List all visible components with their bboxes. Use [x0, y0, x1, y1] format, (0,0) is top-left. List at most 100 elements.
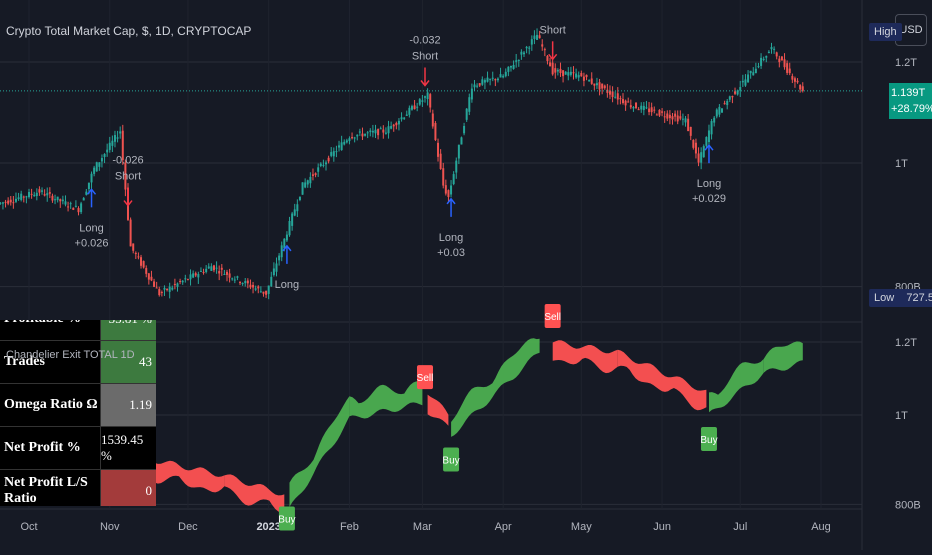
candle-body	[726, 100, 729, 106]
candle-body	[150, 276, 153, 281]
candle-body	[734, 91, 737, 94]
candle-body	[595, 83, 598, 86]
candle-body	[343, 141, 346, 145]
long-signal: Long +0.029	[692, 143, 726, 205]
candle-body	[556, 69, 559, 72]
candle-body	[377, 129, 380, 136]
candle-body	[267, 285, 270, 294]
candle-body	[431, 113, 434, 127]
candle-body	[504, 71, 507, 77]
candle-body	[559, 68, 562, 74]
candle-body	[694, 142, 697, 154]
candle-body	[309, 176, 312, 184]
candle-body	[228, 273, 231, 278]
candle-body	[783, 59, 786, 68]
candle-body	[379, 128, 382, 130]
candle-body	[51, 195, 54, 201]
candle-body	[614, 96, 617, 98]
candle-body	[674, 113, 677, 117]
candle-body	[241, 282, 244, 284]
candle-body	[627, 101, 630, 103]
candle-body	[74, 205, 77, 207]
candle-body	[262, 291, 265, 294]
candle-body	[87, 182, 90, 190]
candle-body	[132, 243, 135, 251]
candles-group	[0, 28, 804, 300]
candle-body	[257, 286, 260, 289]
candle-body	[585, 74, 588, 78]
candle-body	[728, 96, 731, 100]
candle-body	[298, 196, 301, 201]
candle-body	[111, 140, 114, 146]
candle-body	[707, 130, 710, 143]
buy-label-box	[443, 447, 460, 472]
stats-row-ls-ratio: Net Profit L/S Ratio 0	[0, 470, 156, 506]
candle-body	[249, 284, 252, 288]
buy-label: Buy	[278, 506, 296, 531]
stats-label: Profitable %	[0, 320, 101, 341]
long-change-label: +0.029	[692, 193, 726, 205]
short-label: Short	[540, 24, 566, 36]
candle-body	[226, 271, 228, 275]
candle-body	[291, 213, 294, 226]
candle-body	[525, 46, 528, 49]
candle-body	[671, 116, 674, 120]
candle-body	[541, 44, 544, 47]
candle-body	[622, 99, 624, 104]
candle-body	[25, 196, 28, 198]
x-tick-label: 2023	[256, 521, 280, 533]
stats-row-omega: Omega Ratio Ω 1.19	[0, 384, 156, 427]
candle-body	[113, 135, 116, 142]
last-price-badge: 1.139T +28.79%	[889, 83, 932, 119]
buy-label-text: Buy	[442, 456, 459, 467]
candle-body	[426, 92, 429, 100]
candle-body	[447, 190, 450, 198]
candle-body	[747, 74, 750, 83]
sell-label-box	[544, 304, 561, 328]
candle-body	[515, 60, 518, 62]
candle-body	[530, 39, 533, 45]
candle-body	[176, 283, 179, 287]
candle-body	[330, 152, 333, 156]
stats-label: Trades	[0, 341, 101, 384]
candle-body	[637, 109, 640, 111]
candle-body	[679, 116, 682, 119]
candle-body	[523, 52, 525, 55]
candle-body	[507, 66, 510, 72]
x-tick-label: Aug	[811, 521, 831, 533]
candle-body	[199, 270, 202, 272]
candle-body	[233, 279, 236, 281]
candle-body	[473, 84, 476, 88]
candle-body	[340, 142, 343, 151]
candle-body	[116, 137, 119, 139]
candle-body	[158, 289, 161, 296]
candle-body	[455, 160, 458, 173]
buy-label-text: Buy	[278, 514, 295, 525]
candle-body	[562, 70, 565, 77]
candle-body	[408, 107, 411, 115]
candle-body	[470, 88, 473, 100]
candle-body	[134, 252, 137, 255]
long-change-label: +0.03	[437, 247, 465, 259]
candle-body	[608, 90, 611, 95]
candle-body	[259, 291, 262, 293]
stats-row-profitable: Profitable % 35.81 %	[0, 320, 156, 341]
candle-body	[554, 68, 557, 73]
candle-body	[444, 185, 447, 194]
sell-label-box	[417, 365, 433, 390]
candle-body	[223, 274, 226, 276]
candle-body	[767, 51, 770, 54]
candle-body	[366, 132, 369, 134]
candle-body	[319, 163, 322, 166]
candle-body	[663, 116, 666, 118]
buy-label-text: Buy	[700, 435, 717, 446]
candle-body	[296, 204, 299, 212]
short-signal: Short -0.026	[112, 155, 144, 207]
band-short-segment	[427, 394, 449, 426]
candle-body	[590, 78, 593, 84]
indicator-title: Chandelier Exit TOTAL 1D	[6, 349, 135, 361]
x-tick-label: Apr	[495, 521, 512, 533]
candle-body	[181, 280, 184, 283]
sell-label-text: Sell	[544, 312, 561, 323]
candle-body	[598, 82, 601, 90]
